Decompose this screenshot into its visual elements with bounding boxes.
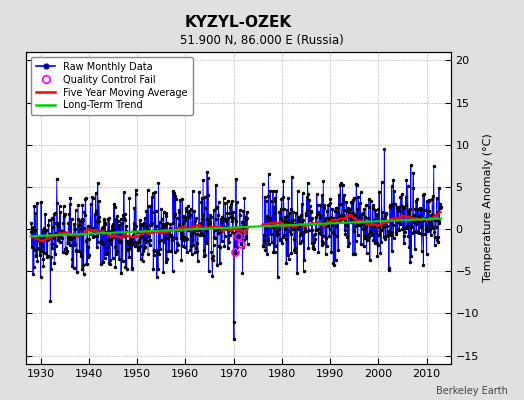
- Legend: Raw Monthly Data, Quality Control Fail, Five Year Moving Average, Long-Term Tren: Raw Monthly Data, Quality Control Fail, …: [31, 57, 192, 115]
- Title: KYZYL-OZEK: KYZYL-OZEK: [185, 15, 292, 30]
- Text: 51.900 N, 86.000 E (Russia): 51.900 N, 86.000 E (Russia): [180, 34, 344, 47]
- Text: Berkeley Earth: Berkeley Earth: [436, 386, 508, 396]
- Y-axis label: Temperature Anomaly (°C): Temperature Anomaly (°C): [483, 134, 493, 282]
